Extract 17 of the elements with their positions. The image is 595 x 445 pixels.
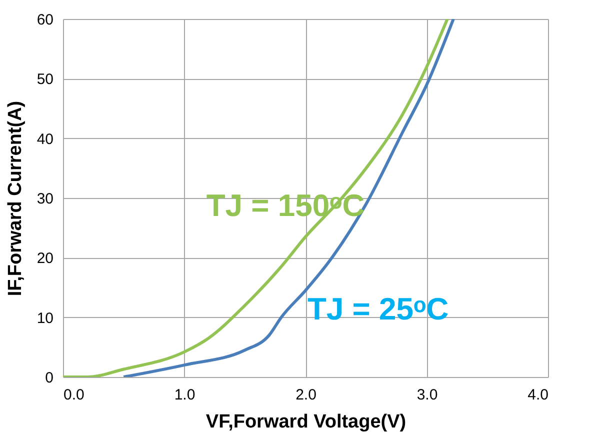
y-tick-label: 30	[36, 190, 54, 208]
series-label: TJ = 25ᵒC	[308, 291, 449, 326]
line-series	[122, 19, 455, 377]
line-series	[63, 19, 449, 377]
y-tick-label: 60	[36, 12, 54, 28]
y-tick-label: 40	[36, 130, 54, 148]
y-tick-label: 20	[36, 250, 54, 268]
x-tick-label: 0.0	[64, 386, 84, 404]
x-tick-label: 1.0	[174, 386, 196, 404]
y-tick-label: 50	[36, 71, 54, 88]
y-axis-title: IF,Forward Current(A)	[4, 100, 26, 296]
x-tick-label: 4.0	[528, 386, 548, 404]
y-tick-label: 10	[36, 310, 54, 327]
x-tick-label: 3.0	[416, 386, 438, 404]
x-tick-label: 2.0	[296, 386, 316, 404]
y-tick-label: 0	[45, 370, 54, 386]
x-axis-title: VF,Forward Voltage(V)	[206, 412, 406, 432]
